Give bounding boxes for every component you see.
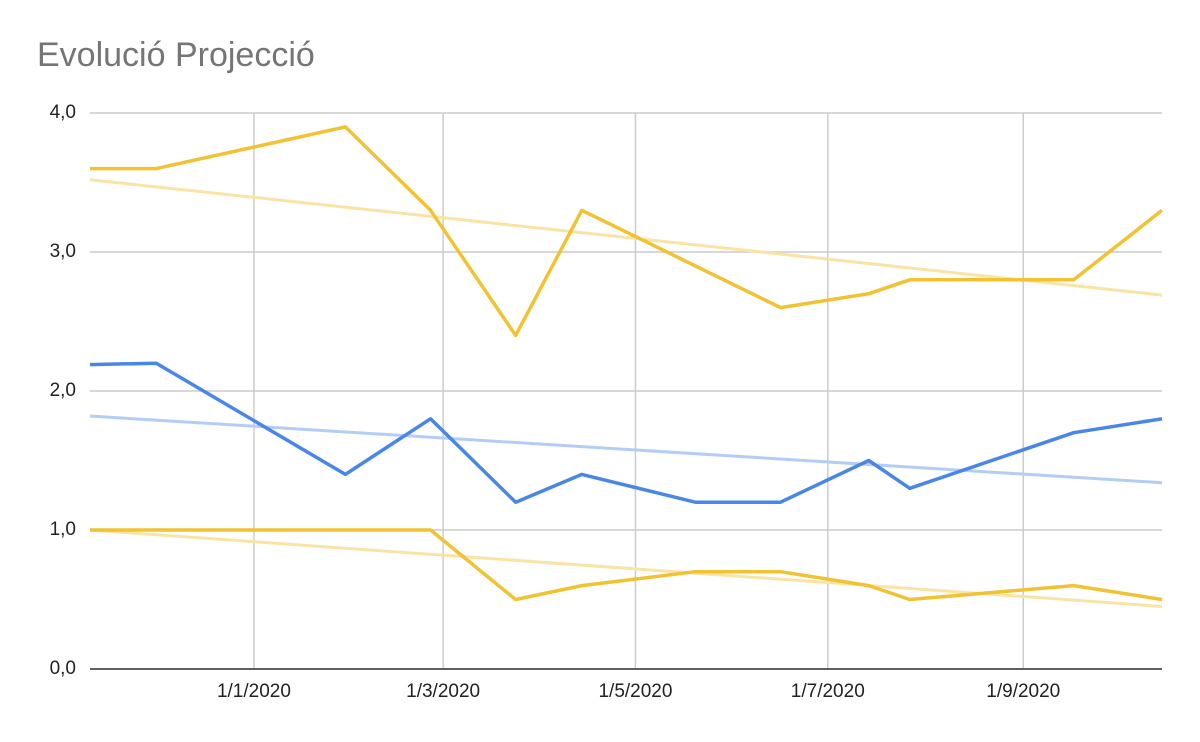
series-line <box>90 528 1163 602</box>
x-tick-label: 1/7/2020 <box>791 681 865 702</box>
x-tick-label: 1/1/2020 <box>217 681 291 702</box>
y-tick-label: 4,0 <box>50 102 76 123</box>
x-tick-label: 1/3/2020 <box>406 681 480 702</box>
y-tick-label: 2,0 <box>50 380 76 401</box>
series-line <box>89 361 1163 504</box>
x-tick-label: 1/9/2020 <box>986 681 1060 702</box>
trendline <box>89 414 1163 485</box>
y-tick-label: 3,0 <box>50 241 76 262</box>
x-tick-label: 1/5/2020 <box>598 681 672 702</box>
trendline <box>89 178 1163 297</box>
y-tick-label: 0,0 <box>50 658 76 679</box>
chart-title: Evolució Projecció <box>37 36 315 74</box>
y-tick-label: 1,0 <box>50 519 76 540</box>
series-line <box>90 125 1164 338</box>
